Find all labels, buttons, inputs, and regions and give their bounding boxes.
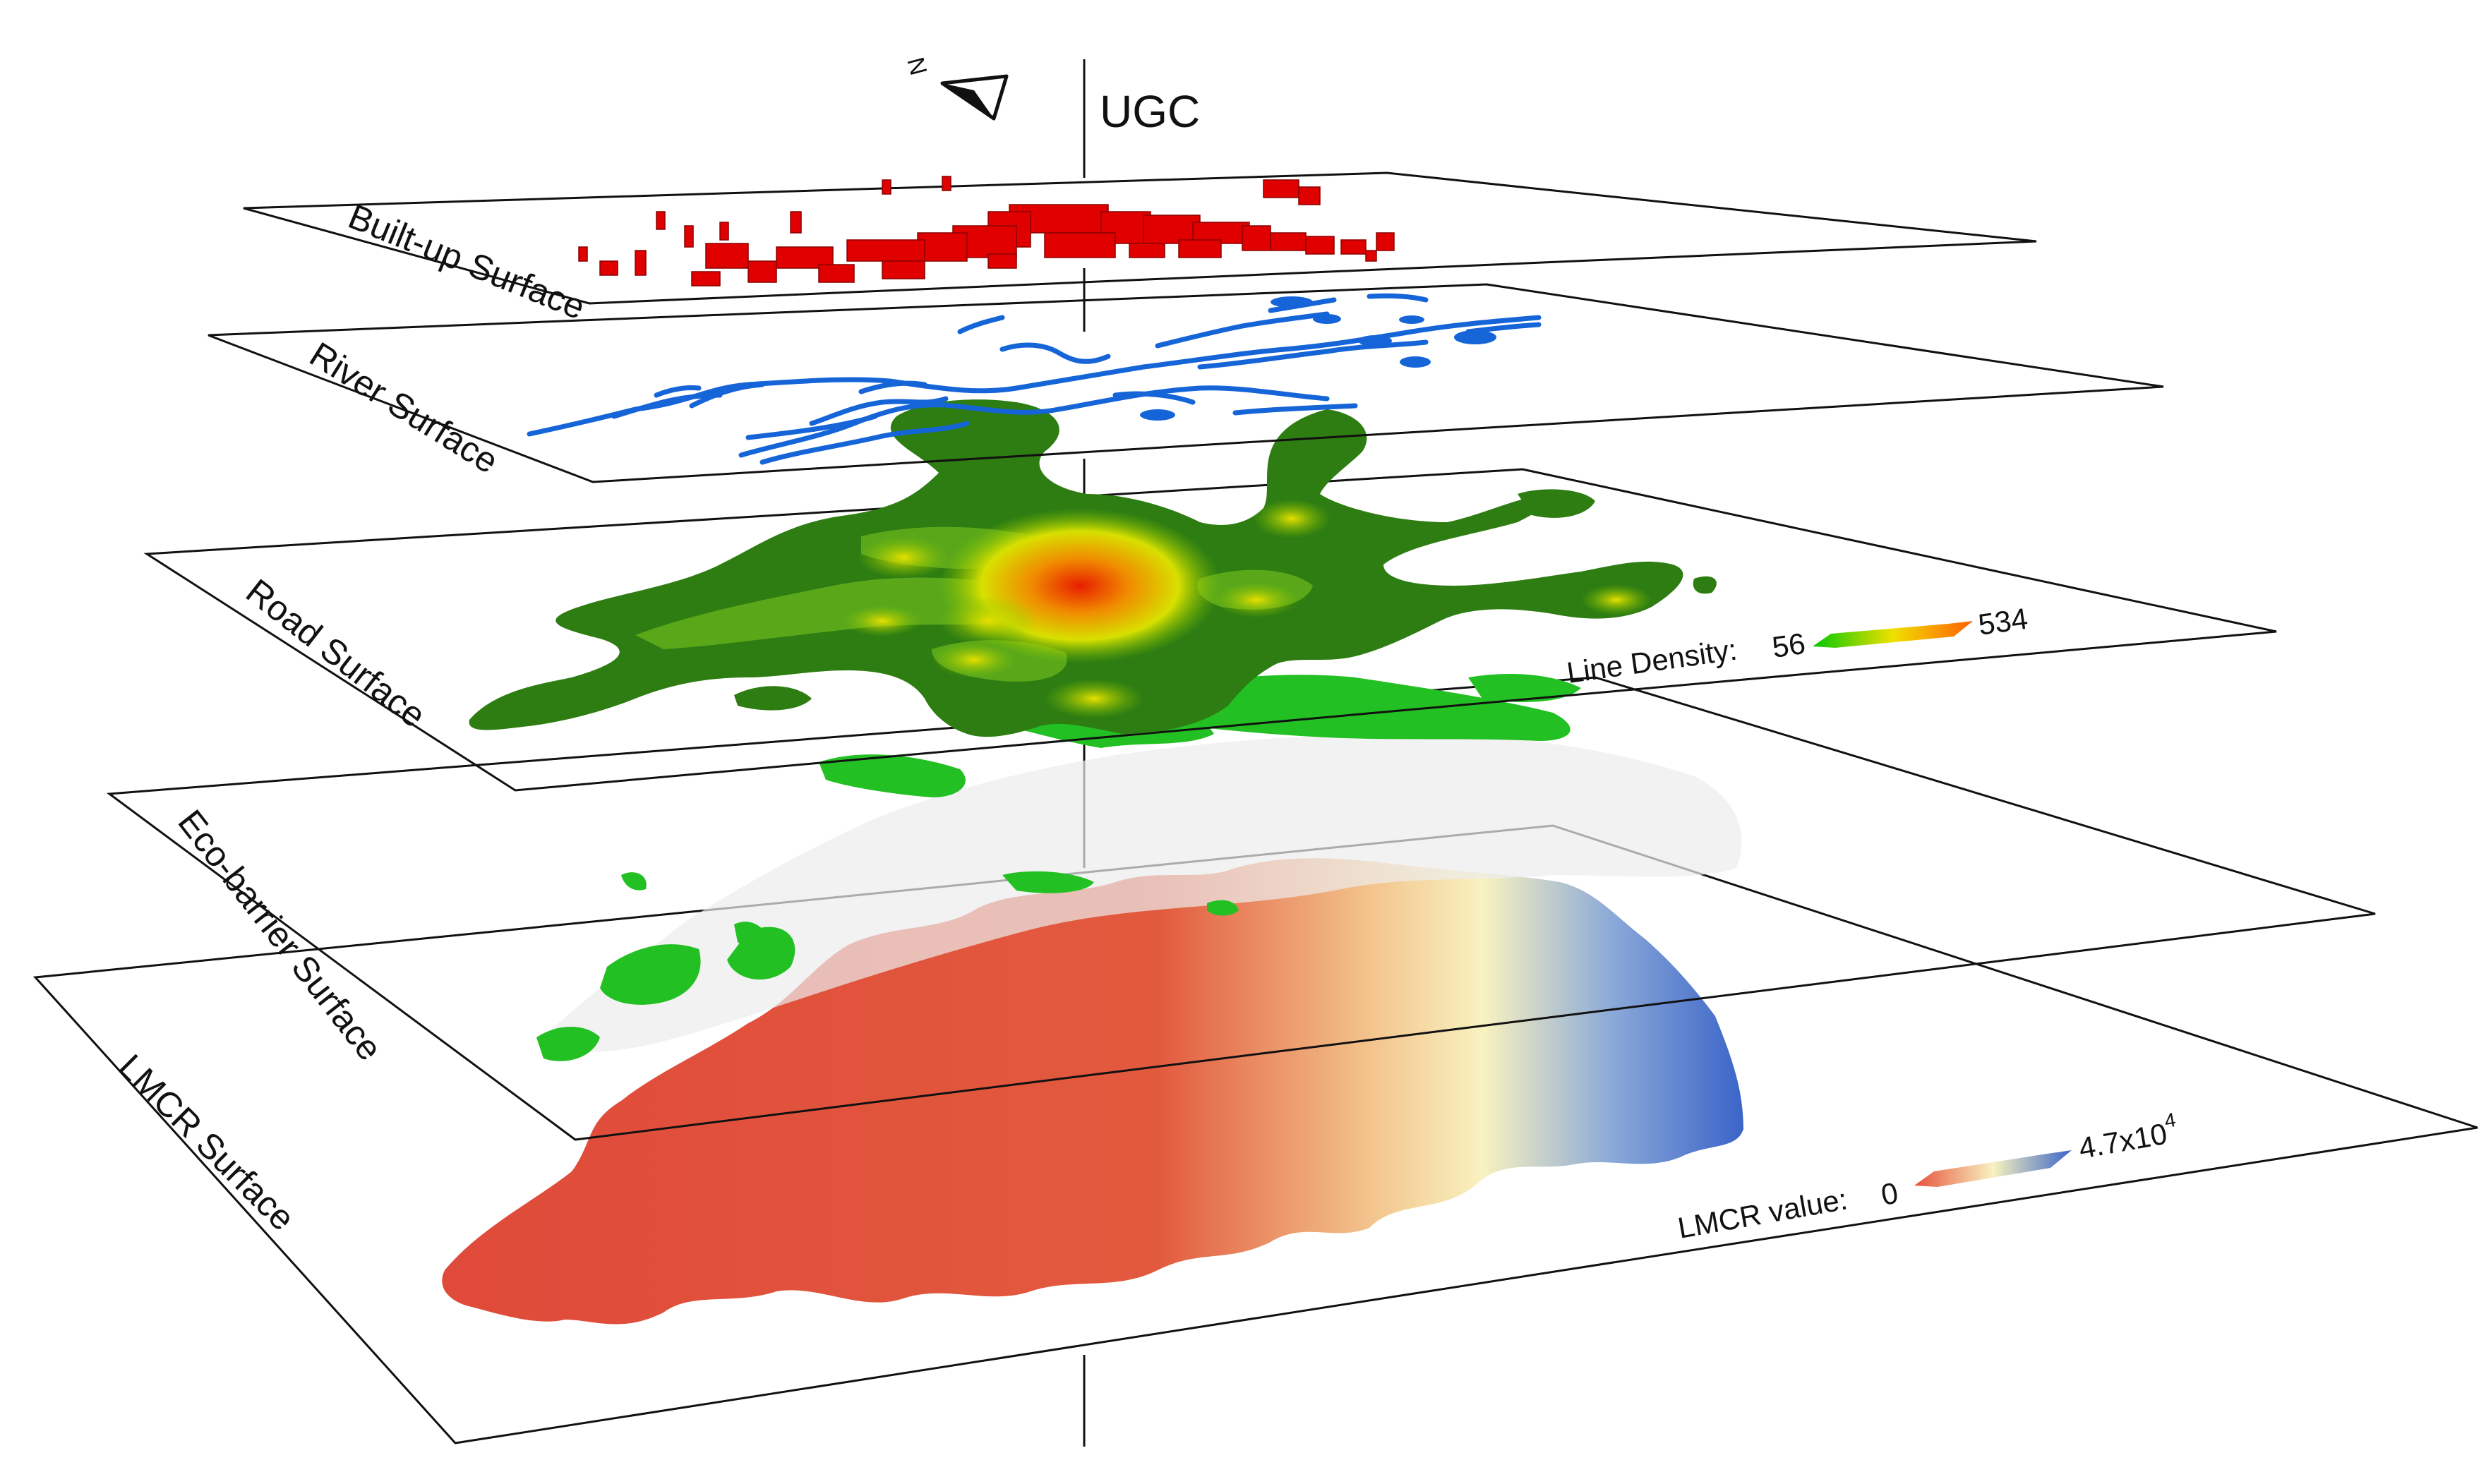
ugc-title: UGC: [1100, 86, 1200, 137]
lmcr-legend-min: 0: [1878, 1176, 1900, 1212]
road-density-network: [469, 399, 1717, 737]
river-bodies: [1140, 296, 1496, 421]
lmcr-surface-label: LMCR Surface: [111, 1046, 302, 1238]
line-density-legend-min: 56: [1770, 627, 1808, 664]
eco-barrier-grey-extent: [536, 734, 1742, 1052]
lmcr-legend-max: 4.7x104: [2075, 1109, 2180, 1165]
lmcr-legend-label: LMCR value:: [1675, 1182, 1849, 1244]
line-density-legend: Line Density: 56 534: [1565, 602, 2030, 689]
river-layer: River Surface: [208, 283, 2164, 483]
north-label: N: [901, 54, 932, 78]
built-up-plane: [243, 171, 2037, 305]
river-surface-label: River Surface: [303, 334, 505, 481]
line-density-colorbar: [1813, 621, 1973, 648]
road-surface-label: Road Surface: [239, 572, 433, 735]
north-arrow-icon: N: [901, 54, 1009, 121]
line-density-legend-max: 534: [1976, 602, 2030, 641]
built-up-surface-label: Built-up Surface: [343, 196, 591, 327]
eco-barrier-surface-label: Eco-barrier Surface: [170, 802, 390, 1068]
lmcr-legend-colorbar: [1914, 1150, 2072, 1187]
lmcr-raster: [442, 858, 1743, 1325]
lmcr-value-legend: LMCR value: 0 4.7x104: [1675, 1109, 2180, 1245]
built-up-blocks: [578, 176, 1395, 286]
road-layer: Road Surface: [143, 399, 2277, 792]
built-up-layer: Built-up Surface: [243, 171, 2037, 327]
line-density-legend-label: Line Density:: [1565, 633, 1739, 689]
river-plane: [208, 283, 2164, 483]
